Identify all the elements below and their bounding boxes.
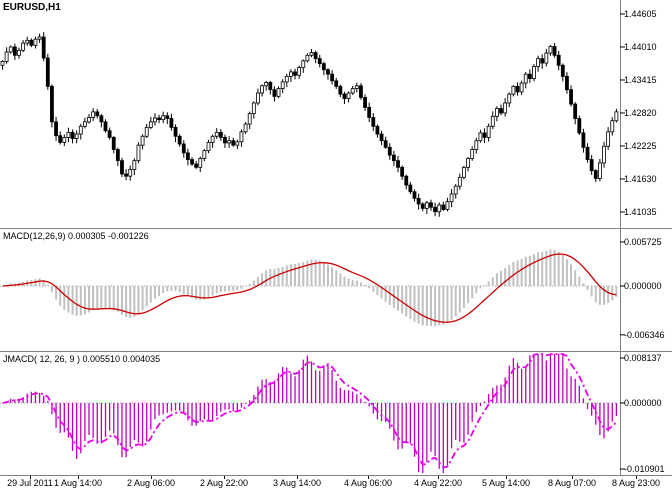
time-axis-tick [572, 476, 573, 479]
indicator-axis-tick-label: -0.006346 [624, 329, 665, 340]
time-axis-label: 1 Aug 14:00 [53, 478, 103, 488]
price-axis-tick-label: 1.43415 [624, 74, 657, 85]
candlestick-series [0, 32, 619, 217]
time-axis-tick [297, 476, 298, 479]
jmacd-chart[interactable] [0, 352, 672, 475]
jmacd-histogram [5, 354, 618, 473]
time-axis-label: 8 Aug 07:00 [547, 478, 597, 488]
price-axis-tick-label: 1.44605 [624, 8, 657, 19]
price-axis-tick-label: 1.42225 [624, 140, 657, 151]
time-axis-tick [151, 476, 152, 479]
indicator-axis-tick-label: 0.000000 [624, 398, 662, 408]
price-axis-tick-label: 1.41035 [624, 206, 657, 217]
macd-chart[interactable] [0, 229, 672, 351]
time-axis-tick [636, 476, 637, 479]
time-axis-label: 2 Aug 22:00 [199, 478, 249, 488]
price-axis-tick-label: 1.44010 [624, 41, 657, 52]
time-axis-label: 8 Aug 23:00 [611, 478, 661, 488]
time-axis-tick [30, 476, 31, 479]
price-axis-tick-label: 1.42820 [624, 107, 657, 118]
indicator-axis-tick-label: 0.000000 [624, 281, 662, 291]
macd-histogram [5, 249, 618, 327]
time-axis-label: 5 Aug 14:00 [481, 478, 531, 488]
time-axis-tick [368, 476, 369, 479]
time-axis-label: 3 Aug 14:00 [272, 478, 322, 488]
macd-signal-line [2, 253, 617, 323]
time-axis-tick [78, 476, 79, 479]
time-axis-tick [438, 476, 439, 479]
price-axis-tick-label: 1.41630 [624, 173, 657, 184]
time-axis-label: 2 Aug 06:00 [126, 478, 176, 488]
candlestick-chart[interactable] [0, 0, 672, 228]
jmacd-signal-line [2, 353, 618, 469]
time-axis-tick [506, 476, 507, 479]
time-axis-label: 29 Jul 2011 [7, 478, 53, 488]
price-chart-panel[interactable]: EURUSD,H1 1.44605 1.44010 1.43415 1.42820 1.… [0, 0, 672, 229]
macd-indicator-panel[interactable]: MACD(12,26,9) 0.000305 -0.001226 0.00572… [0, 229, 672, 352]
indicator-axis-tick-label: 0.005725 [624, 236, 662, 247]
time-axis-label: 4 Aug 06:00 [343, 478, 393, 488]
time-axis-label: 4 Aug 22:00 [413, 478, 463, 488]
time-axis-tick [224, 476, 225, 479]
indicator-axis-tick-label: 0.008137 [624, 353, 662, 363]
time-axis[interactable]: 29 Jul 2011 1 Aug 14:00 2 Aug 06:00 2 Aug 2… [0, 476, 672, 489]
indicator-axis-tick-label: -0.010901 [624, 464, 665, 474]
jmacd-indicator-panel[interactable]: JMACD( 12, 26, 9 ) 0.005510 0.004035 0.0… [0, 352, 672, 476]
